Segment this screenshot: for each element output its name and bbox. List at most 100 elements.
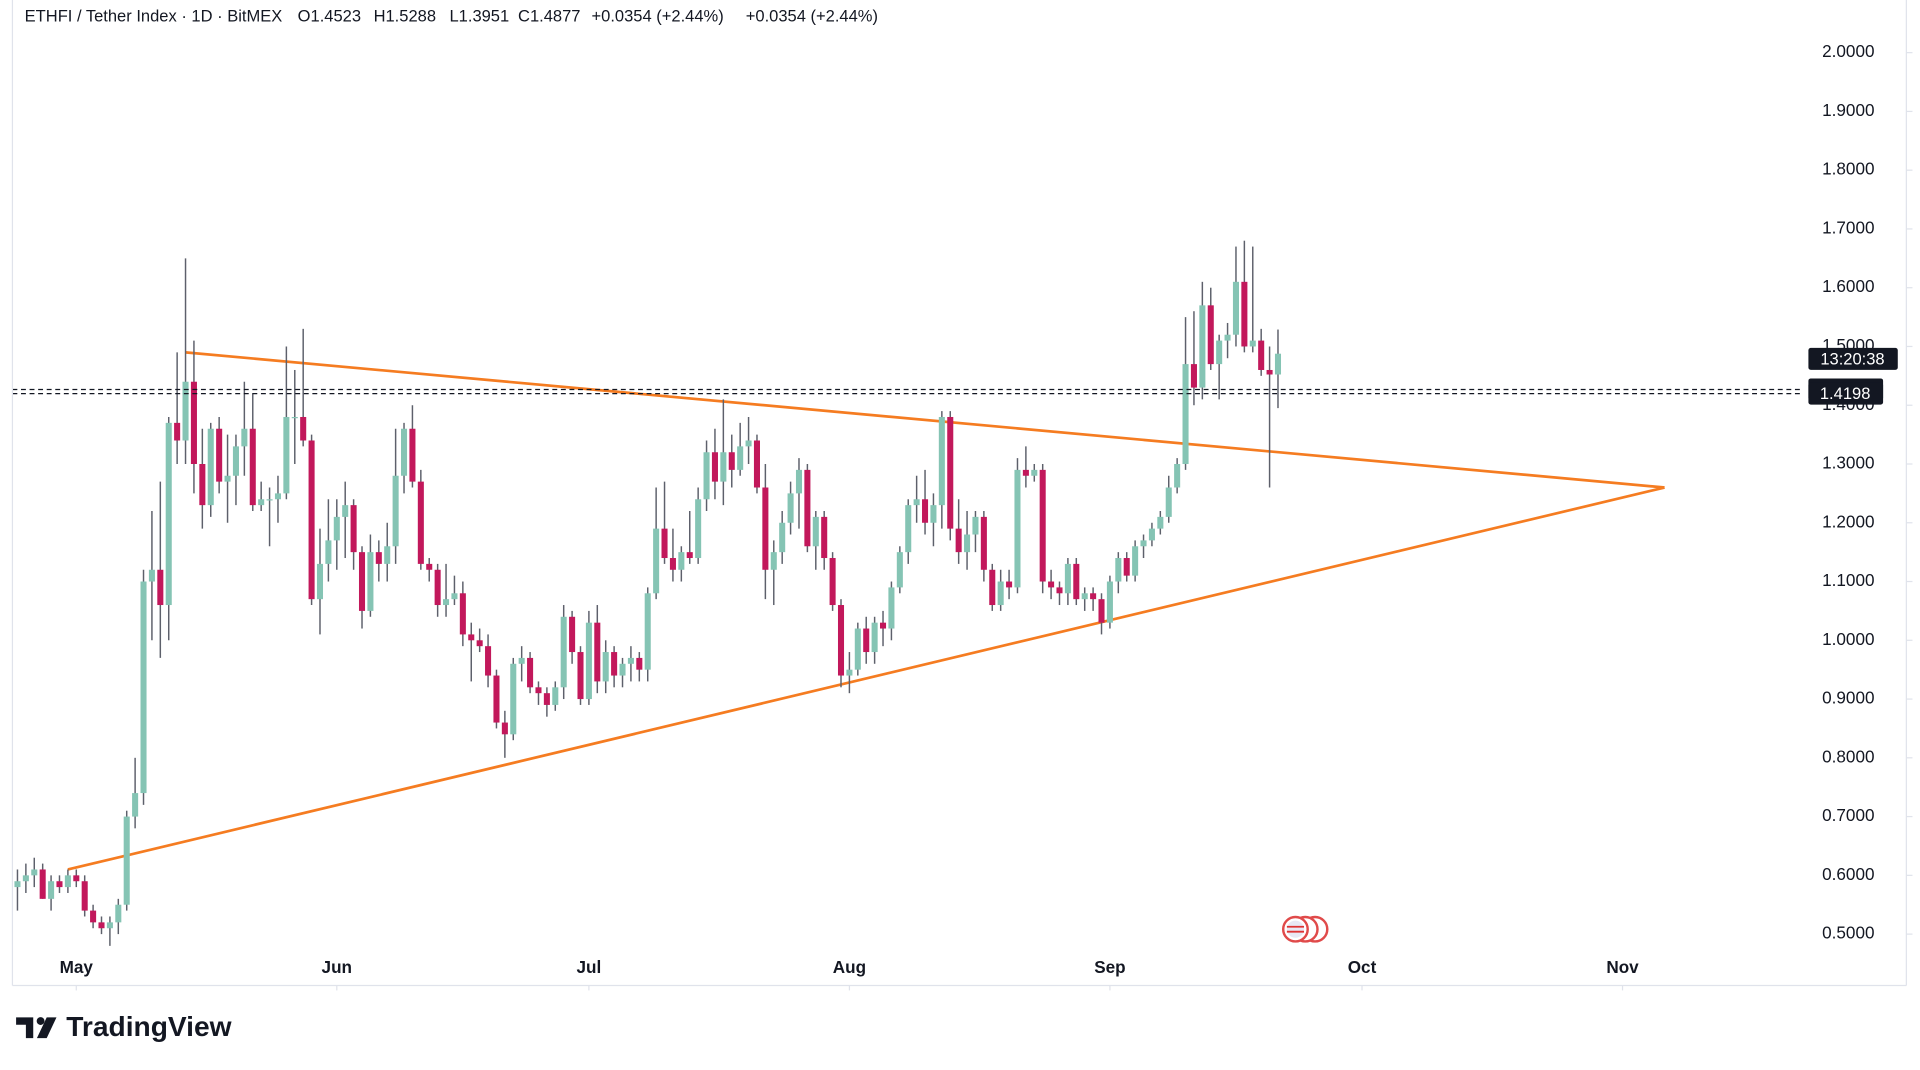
candle-body — [56, 881, 63, 888]
candle-body — [384, 546, 391, 564]
y-tick-label: 0.6000 — [1822, 864, 1874, 884]
y-tick-label: 2.0000 — [1822, 41, 1874, 61]
candle-body — [938, 416, 945, 506]
candle-body — [401, 428, 408, 476]
candle-body — [342, 505, 349, 517]
candle-body — [493, 675, 500, 723]
candle-layer — [14, 240, 1282, 946]
candle-body — [1048, 581, 1055, 588]
candle-body — [711, 452, 718, 482]
candle-body — [602, 652, 609, 682]
high-label: H1.5288 — [374, 6, 436, 25]
candle-body — [821, 516, 828, 559]
candle-body — [1274, 353, 1282, 375]
candle-body — [1174, 463, 1181, 488]
candle-body — [106, 922, 113, 929]
y-tick-label: 1.9000 — [1822, 100, 1874, 120]
candle-body — [434, 569, 441, 606]
candle-body — [695, 499, 702, 559]
candle-body — [552, 687, 559, 705]
candle-body — [39, 869, 46, 899]
candle-body — [661, 528, 668, 559]
candle-body — [636, 657, 643, 670]
close-label: C1.4877 — [518, 6, 580, 25]
price-layer — [12, 388, 1800, 395]
y-tick-label: 0.5000 — [1822, 923, 1874, 943]
candle-body — [1098, 599, 1105, 623]
candle-body — [871, 622, 878, 653]
candle-body — [518, 657, 525, 664]
logo-mark — [36, 1017, 45, 1025]
candle-body — [31, 869, 38, 876]
candle-body — [594, 622, 601, 682]
candle-body — [644, 593, 651, 670]
candle-body — [879, 622, 887, 629]
candle-body — [249, 428, 256, 506]
trendline — [185, 351, 1665, 489]
candle-body — [1090, 593, 1097, 600]
candle-body — [1123, 558, 1130, 576]
trendline — [67, 486, 1665, 871]
x-tick-label: Jul — [577, 957, 602, 977]
candle-body — [1006, 581, 1013, 588]
candle-body — [1014, 469, 1021, 588]
candle-body — [720, 452, 727, 482]
candle-body — [527, 657, 534, 688]
candle-body — [1073, 563, 1080, 600]
candle-body — [132, 793, 139, 817]
candle-body — [543, 693, 550, 705]
candle-body — [922, 499, 929, 523]
candle-body — [812, 516, 819, 547]
trend-layer — [67, 351, 1665, 871]
candle-body — [980, 516, 987, 570]
candle-body — [669, 558, 676, 570]
flag-icon — [1286, 920, 1305, 938]
candle-body — [1224, 334, 1231, 341]
candle-body — [896, 552, 903, 588]
candle-body — [459, 593, 466, 635]
candle-body — [1216, 340, 1223, 365]
y-tick-label: 1.6000 — [1822, 276, 1874, 296]
candle-body — [888, 587, 895, 629]
candle-body — [762, 487, 769, 570]
candle-body — [417, 481, 424, 564]
candle-body — [947, 416, 954, 529]
candle-body — [1039, 469, 1046, 582]
candle-body — [350, 505, 357, 553]
price-label: 1.4198 — [1820, 384, 1871, 403]
candle-body — [283, 416, 290, 494]
axis-layer: 0.5000 0.6000 0.7000 0.8000 0.9000 1.0000 1.10… — [60, 41, 1913, 991]
candle-body — [1056, 587, 1063, 594]
candle-body — [501, 722, 508, 735]
candle-body — [753, 440, 760, 488]
candle-body — [770, 552, 777, 570]
candle-body — [333, 516, 340, 541]
x-tick-label: Aug — [833, 957, 866, 977]
candle-body — [964, 534, 971, 553]
candle-body — [174, 422, 181, 441]
candle-body — [157, 569, 164, 606]
candle-body — [653, 528, 660, 594]
candle-body — [585, 622, 592, 700]
candle-body — [863, 628, 870, 653]
candle-body — [1157, 516, 1164, 529]
candle-body — [1064, 563, 1071, 594]
candle-body — [779, 522, 786, 553]
candle-body — [375, 552, 382, 564]
candle-body — [913, 499, 920, 506]
candle-body — [367, 552, 374, 611]
candle-body — [98, 922, 105, 929]
candle-body — [148, 569, 155, 582]
candle-body — [123, 816, 130, 905]
candle-body — [989, 569, 996, 606]
candle-body — [241, 428, 248, 447]
logo-mark — [36, 1017, 57, 1039]
candle-body — [90, 910, 97, 923]
header: ETHFI / Tether Index · 1D · BitMEX O1.45… — [25, 6, 878, 25]
candle-body — [1081, 593, 1088, 600]
low-label: L1.3951 — [449, 6, 509, 25]
candle-body — [1115, 558, 1122, 582]
price-label-box — [1808, 382, 1884, 405]
event-flags — [1281, 915, 1329, 943]
